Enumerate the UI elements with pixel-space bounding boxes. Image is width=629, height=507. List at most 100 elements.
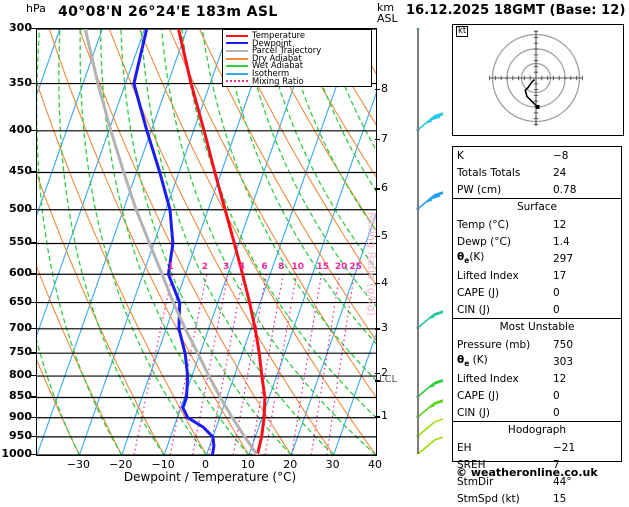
legend-item: Dry Adiabat bbox=[226, 52, 368, 63]
altitude-tick-label: 1 bbox=[381, 409, 388, 423]
table-row-value: 750 bbox=[553, 338, 574, 351]
mixing-ratio-line bbox=[326, 274, 355, 455]
pressure-tick-label: 450 bbox=[9, 164, 32, 178]
wind-barbs bbox=[416, 9, 447, 456]
legend-label: Isotherm bbox=[252, 67, 290, 78]
altitude-tick-label: 5 bbox=[381, 229, 388, 243]
legend-swatch bbox=[226, 80, 248, 83]
isotherm-line bbox=[205, 29, 358, 455]
table-row-key: Lifted Index bbox=[457, 372, 519, 385]
wet-adiabat-line bbox=[37, 29, 123, 455]
wind-barb-column bbox=[403, 9, 447, 456]
pressure-tick-label: 850 bbox=[9, 389, 32, 403]
table-row: K −8 bbox=[453, 147, 621, 164]
chart-legend: Temperature Dewpoint Parcel Trajectory Dry … bbox=[222, 29, 372, 87]
wet-adiabat-line bbox=[201, 29, 376, 382]
table-row: CAPE (J) 0 bbox=[453, 284, 621, 301]
table-row: StmDir 44° bbox=[453, 473, 621, 490]
table-row-key: StmSpd (kt) bbox=[457, 492, 520, 505]
pressure-tick bbox=[31, 28, 37, 30]
pressure-unit-label: hPa bbox=[26, 2, 46, 15]
mixing-ratio-line bbox=[232, 274, 267, 455]
hodograph-panel[interactable]: kt bbox=[452, 24, 624, 136]
table-row-key: θe(K) bbox=[457, 251, 485, 266]
pressure-tick bbox=[31, 242, 37, 244]
pressure-tick bbox=[31, 171, 37, 173]
table-row-value: 0 bbox=[553, 303, 560, 316]
table-row-value: 12 bbox=[553, 218, 567, 231]
table-row: Pressure (mb) 750 bbox=[453, 336, 621, 353]
pressure-tick-label: 600 bbox=[9, 266, 32, 280]
pressure-tick-label: 400 bbox=[9, 122, 32, 136]
pressure-tick-label: 500 bbox=[9, 201, 32, 215]
altitude-tick bbox=[375, 416, 380, 418]
altitude-tick-label: 7 bbox=[381, 132, 388, 146]
table-section: Surface Temp (°C) 12 Dewp (°C) 1.4 θe(K) 297 Li… bbox=[453, 199, 621, 319]
altitude-tick bbox=[375, 88, 380, 90]
isotherm-line bbox=[248, 92, 376, 455]
legend-label: Parcel Trajectory bbox=[252, 45, 322, 56]
legend-swatch bbox=[226, 72, 248, 75]
temperature-tick-label: 10 bbox=[240, 458, 255, 471]
mixing-ratio-line bbox=[250, 274, 284, 455]
table-row: θe(K) 297 bbox=[453, 250, 621, 267]
wet-adiabat-line bbox=[99, 29, 250, 455]
table-row: CIN (J) 0 bbox=[453, 404, 621, 421]
pressure-tick bbox=[31, 396, 37, 398]
temperature-tick-label: −30 bbox=[66, 458, 90, 471]
temperature-tick-label: 0 bbox=[202, 458, 209, 471]
table-row-value: 0 bbox=[553, 286, 560, 299]
altitude-tick-label: 4 bbox=[381, 275, 388, 289]
wet-adiabat-line bbox=[120, 29, 292, 455]
pressure-tick-label: 1000 bbox=[1, 447, 32, 460]
table-row: Dewp (°C) 1.4 bbox=[453, 233, 621, 250]
isotherm-line bbox=[333, 332, 376, 455]
pressure-tick bbox=[31, 352, 37, 354]
dry-adiabat-line bbox=[229, 29, 376, 286]
skewt-plot-canvas bbox=[37, 29, 376, 455]
table-row: Lifted Index 12 bbox=[453, 370, 621, 387]
hodograph-plot bbox=[489, 30, 583, 126]
mixing-ratio-label: 2 bbox=[201, 262, 209, 273]
temperature-tick-label: 30 bbox=[325, 458, 340, 471]
wet-adiabat-line bbox=[79, 29, 208, 455]
pressure-tick bbox=[31, 273, 37, 275]
dewpoint-curve bbox=[132, 29, 216, 455]
dry-adiabat-line bbox=[78, 29, 292, 455]
mixing-ratio-line bbox=[169, 274, 208, 455]
altitude-tick-label: 3 bbox=[381, 321, 388, 335]
legend-label: Temperature bbox=[252, 30, 306, 40]
skewt-chart[interactable] bbox=[36, 28, 377, 456]
wind-barb bbox=[416, 435, 447, 456]
pressure-tick-label: 300 bbox=[9, 21, 32, 34]
table-row-value: 12 bbox=[553, 372, 567, 385]
table-row: Temp (°C) 12 bbox=[453, 216, 621, 233]
table-row-key: CAPE (J) bbox=[457, 286, 500, 299]
altitude-unit-line2: ASL bbox=[377, 12, 398, 25]
table-row: SREH 7 bbox=[453, 456, 621, 473]
pressure-tick bbox=[31, 416, 37, 419]
copyright-label: © weatheronline.co.uk bbox=[456, 466, 598, 479]
mixing-ratio-line bbox=[264, 274, 298, 455]
table-section-title: Most Unstable bbox=[499, 321, 575, 333]
hodograph-trace bbox=[524, 78, 539, 108]
table-row: Totals Totals 24 bbox=[453, 164, 621, 181]
pressure-tick bbox=[31, 301, 37, 303]
legend-label: Dry Adiabat bbox=[252, 52, 302, 63]
legend-label: Dewpoint bbox=[252, 37, 292, 48]
wind-barb bbox=[416, 309, 447, 330]
altitude-tick bbox=[375, 188, 380, 190]
table-row-key: Temp (°C) bbox=[457, 218, 510, 231]
table-row: PW (cm) 0.78 bbox=[453, 181, 621, 198]
wet-adiabat-line bbox=[323, 29, 376, 151]
wet-adiabat-line bbox=[181, 29, 376, 419]
mixing-ratio-label: 3 bbox=[222, 262, 230, 273]
table-row-value: 303 bbox=[553, 355, 574, 368]
legend-swatch bbox=[226, 42, 248, 45]
wind-barb bbox=[416, 9, 447, 30]
altitude-tick bbox=[375, 372, 380, 375]
pressure-tick-label: 800 bbox=[9, 368, 32, 382]
table-row: Lifted Index 17 bbox=[453, 267, 621, 284]
isotherm-line bbox=[37, 29, 103, 216]
wind-barb-spine bbox=[417, 28, 419, 454]
